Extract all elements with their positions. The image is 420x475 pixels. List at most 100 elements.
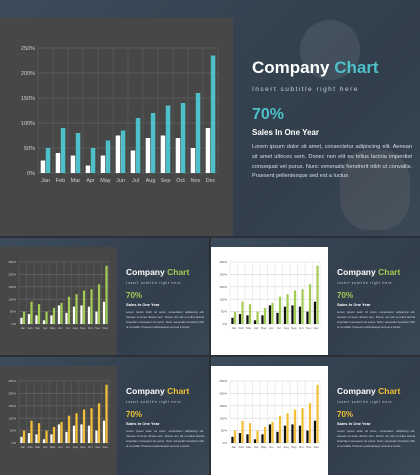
y-tick-label: 200% [219, 272, 227, 276]
title-accent: Chart [378, 267, 401, 277]
slide-title: Company Chart [252, 58, 412, 78]
percent-value: 70% [126, 410, 143, 419]
x-tick-label: Jul [277, 326, 281, 330]
body-paragraph: Lorem ipsum dolor sit amet, consectetur … [126, 429, 204, 448]
x-tick-label: Mar [71, 178, 81, 184]
x-tick-label: Dec [314, 326, 320, 330]
x-tick-label: Jan [231, 326, 236, 330]
bar-series-1 [313, 301, 317, 324]
bar-series-1 [246, 315, 249, 324]
bar-series-1 [35, 315, 38, 324]
y-tick-label: 150% [8, 404, 16, 408]
x-tick-label: Nov [95, 326, 101, 330]
bar-series-1 [70, 155, 76, 173]
x-tick-label: Aug [73, 326, 79, 330]
bar-series-1 [246, 434, 249, 443]
x-tick-label: Feb [28, 445, 34, 449]
body-paragraph: Lorem ipsum dolor sit amet, consectetur … [337, 310, 415, 329]
title-word: Company [126, 386, 165, 396]
slide-variant-yellow-light[interactable]: 0% 50% 100% 150% 200% 250% Jan Feb Mar Apr May Jun J… [211, 357, 420, 475]
bar-series-1 [268, 305, 272, 324]
bar-series-2 [45, 430, 48, 443]
x-tick-label: Jun [58, 445, 63, 449]
section-heading: Sales In One Year [337, 302, 371, 307]
chart-panel: 0% 50% 100% 150% 200% 250% Jan Feb Mar Apr May Jun J… [0, 18, 233, 236]
bar-series-2 [195, 93, 201, 173]
x-tick-label: Apr [254, 445, 259, 449]
title-word: Company [337, 267, 376, 277]
bar-series-2 [37, 423, 41, 443]
bar-series-1 [80, 424, 83, 443]
title-word: Company [252, 58, 330, 77]
x-tick-label: Jan [20, 326, 25, 330]
slide-variant-green-dark[interactable]: 0% 50% 100% 150% 200% 250% Jan Feb Mar Apr May Jun J… [0, 238, 209, 355]
bar-series-1 [115, 135, 121, 173]
bar-series-1 [72, 425, 76, 443]
slide-variant-green-light[interactable]: 0% 50% 100% 150% 200% 250% Jan Feb Mar Apr May Jun J… [211, 238, 420, 355]
x-tick-label: Jun [116, 178, 125, 184]
bar-series-2 [90, 408, 93, 443]
slide-variant-yellow-dark[interactable]: 0% 50% 100% 150% 200% 250% Jan Feb Mar Apr May Jun J… [0, 357, 209, 475]
x-tick-label: Aug [73, 445, 79, 449]
y-tick-label: 150% [219, 285, 227, 289]
bar-series-2 [278, 415, 282, 443]
percent-value: 70% [252, 106, 285, 123]
y-tick-label: 0% [12, 322, 17, 326]
body-paragraph: Lorem ipsum dolor sit amet, consectetur … [126, 310, 204, 329]
slide-title: Company Chart [126, 386, 204, 396]
section-heading: Sales In One Year [126, 302, 160, 307]
x-tick-label: Nov [95, 445, 101, 449]
slide-subtitle: Insert subtitle right here [126, 400, 182, 404]
x-tick-label: Jul [66, 326, 70, 330]
bar-series-1 [261, 315, 264, 324]
y-tick-label: 100% [8, 297, 16, 301]
bar-series-2 [293, 290, 297, 324]
slide-subtitle: Insert subtitle right here [126, 281, 182, 285]
y-tick-label: 100% [219, 297, 227, 301]
x-tick-label: Mar [246, 445, 251, 449]
x-tick-label: Feb [239, 326, 245, 330]
bar-series-2 [180, 103, 186, 173]
slide-subtitle: Insert subtitle right here [337, 400, 393, 404]
x-tick-label: May [50, 326, 56, 330]
bar-series-2 [241, 420, 244, 443]
y-tick-label: 100% [8, 416, 16, 420]
bar-series-1 [40, 160, 46, 173]
bar-series-1 [231, 436, 234, 443]
bar-series-2 [210, 55, 216, 173]
bar-series-1 [87, 306, 91, 324]
section-heading: Sales In One Year [126, 421, 160, 426]
bar-series-2 [60, 128, 66, 173]
bar-series-1 [253, 439, 257, 443]
y-tick-label: 250% [219, 260, 227, 264]
x-tick-label: Dec [103, 445, 109, 449]
x-tick-label: Sep [80, 326, 86, 330]
text-block: Company Chart Insert subtitle right here… [126, 386, 204, 449]
x-tick-label: May [261, 326, 267, 330]
x-tick-label: Oct [176, 178, 185, 184]
slide-main[interactable]: 0% 50% 100% 150% 200% 250% Jan Feb Mar Apr May Jun J… [0, 0, 420, 236]
bar-series-1 [145, 138, 151, 173]
slide-subtitle: Insert subtitle right here [252, 86, 359, 93]
bar-chart: 0% 50% 100% 150% 200% 250% Jan Feb Mar Apr May Jun J… [8, 379, 110, 449]
title-accent: Chart [167, 267, 190, 277]
section-heading: Sales In One Year [252, 128, 320, 137]
bar-series-1 [95, 311, 98, 324]
bar-series-2 [316, 384, 319, 443]
bar-series-1 [65, 312, 68, 324]
x-tick-label: Apr [43, 445, 48, 449]
x-tick-label: Apr [86, 178, 95, 184]
bar-series-2 [263, 307, 267, 324]
bar-series-2 [45, 311, 48, 324]
bar-series-2 [60, 302, 63, 324]
bar-series-1 [87, 425, 91, 443]
bar-series-2 [52, 426, 56, 443]
bar-series-2 [271, 302, 274, 324]
bar-series-2 [271, 421, 274, 443]
title-word: Company [126, 267, 165, 277]
bar-series-1 [283, 306, 287, 324]
bar-series-1 [102, 420, 106, 443]
title-accent: Chart [334, 58, 379, 77]
percent-value: 70% [337, 291, 354, 300]
bar-series-2 [301, 408, 304, 443]
